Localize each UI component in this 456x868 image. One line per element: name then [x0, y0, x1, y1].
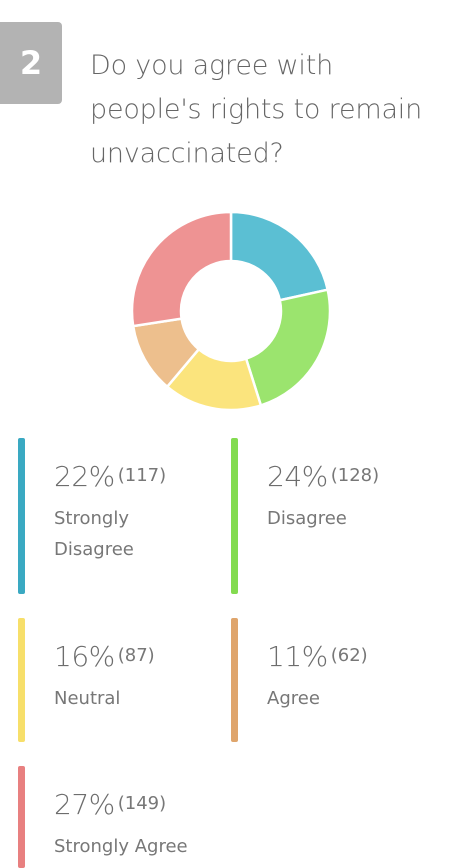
legend-count: (117)	[117, 465, 167, 486]
legend-count: (62)	[330, 645, 368, 666]
legend-label: Agree	[267, 688, 320, 709]
legend-color-bar	[231, 618, 238, 742]
donut-slice-strongly-agree	[130, 210, 233, 328]
legend-item-disagree: 24% (128) Disagree	[231, 438, 431, 594]
legend-count: (128)	[330, 465, 380, 486]
legend-percentage: 11%	[267, 640, 328, 673]
legend-label: Neutral	[54, 688, 121, 709]
legend-count: (149)	[117, 793, 167, 814]
legend-color-bar	[18, 766, 25, 868]
legend-color-bar	[18, 438, 25, 594]
question-number: 2	[19, 44, 43, 82]
legend-color-bar	[231, 438, 238, 594]
donut-slice-strongly-disagree	[229, 210, 330, 302]
legend-count: (87)	[117, 645, 155, 666]
legend-item-strongly-agree: 27% (149) Strongly Agree	[18, 766, 218, 868]
legend-label: Strongly Agree	[54, 836, 188, 857]
legend-item-neutral: 16% (87) Neutral	[18, 618, 218, 742]
legend-percentage: 22%	[54, 460, 115, 493]
donut-slice-disagree	[244, 288, 332, 407]
question-text: Do you agree with people's rights to rem…	[90, 50, 423, 169]
legend-percentage: 27%	[54, 788, 115, 821]
question-number-badge: 2	[0, 22, 62, 104]
legend-label: Disagree	[267, 508, 347, 529]
legend-item-agree: 11% (62) Agree	[231, 618, 431, 742]
legend-color-bar	[18, 618, 25, 742]
legend-label: Strongly Disagree	[54, 508, 134, 560]
legend-percentage: 16%	[54, 640, 115, 673]
donut-chart	[124, 204, 338, 418]
legend-item-strongly-disagree: 22% (117) Strongly Disagree	[18, 438, 218, 594]
donut-chart-svg	[130, 210, 332, 412]
legend-percentage: 24%	[267, 460, 328, 493]
